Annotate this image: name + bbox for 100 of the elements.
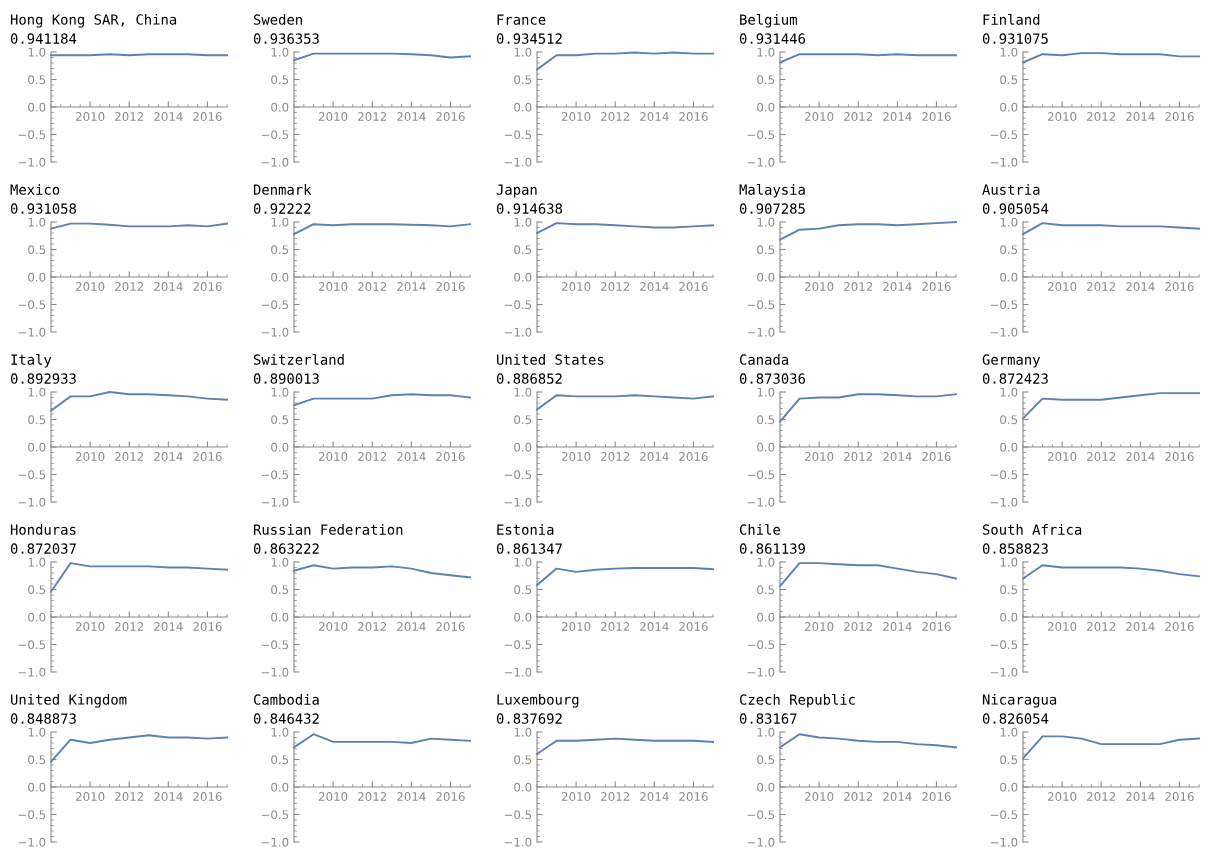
y-tick-label: −1.0 (261, 497, 289, 507)
chart-subtitle: 0.861139 (739, 543, 805, 554)
y-tick-label: −1.0 (990, 497, 1018, 507)
y-tick-label: −0.5 (990, 470, 1018, 480)
x-tick-label: 2012 (115, 792, 144, 801)
chart-title: France (497, 14, 546, 25)
y-tick-label: 1.0 (1000, 557, 1018, 567)
x-tick-label: 2014 (397, 452, 426, 461)
x-tick-label: 2014 (883, 452, 912, 461)
y-tick-label: 0.5 (1000, 755, 1018, 765)
y-tick-label: 1.0 (757, 217, 775, 227)
y-tick-label: 1.0 (1000, 727, 1018, 737)
x-tick-label: 2010 (804, 622, 834, 631)
x-tick-label: 2014 (640, 792, 669, 801)
y-tick-label: 1.0 (757, 387, 775, 397)
y-tick-label: −1.0 (990, 157, 1018, 167)
x-tick-label: 2016 (436, 112, 465, 121)
line-series (293, 733, 471, 749)
x-tick-label: 2010 (1047, 452, 1077, 461)
chart-subtitle: 0.92222 (253, 203, 311, 214)
chart-title: Switzerland (253, 354, 344, 365)
x-tick-label: 2010 (318, 622, 348, 631)
x-tick-label: 2014 (397, 282, 426, 291)
x-tick-label: 2016 (1165, 282, 1194, 291)
x-tick-label: 2012 (358, 622, 387, 631)
y-tick-label: −0.5 (504, 640, 532, 650)
x-tick-label: 2016 (679, 452, 708, 461)
chart-subtitle: 0.872423 (982, 373, 1048, 384)
chart-title: Belgium (740, 14, 797, 28)
y-tick-label: 0.5 (271, 755, 289, 765)
y-tick-label: −0.5 (18, 640, 46, 650)
x-tick-label: 2014 (397, 622, 426, 631)
y-tick-label: −1.0 (990, 667, 1018, 677)
chart-subtitle: 0.936353 (253, 33, 319, 44)
chart-subtitle: 0.848873 (10, 713, 76, 724)
chart-title: Germany (982, 354, 1040, 368)
x-tick-label: 2016 (679, 622, 708, 631)
x-tick-label: 2010 (561, 282, 591, 291)
y-tick-label: 1.0 (514, 557, 532, 567)
y-tick-label: 1.0 (271, 557, 289, 567)
chart-subtitle: 0.914638 (496, 203, 563, 214)
chart-subtitle: 0.846432 (253, 713, 319, 724)
y-tick-label: 0.5 (1000, 75, 1018, 85)
x-tick-label: 2014 (640, 112, 669, 121)
y-tick-label: 0.0 (271, 612, 289, 622)
y-tick-label: −1.0 (990, 837, 1018, 847)
y-tick-label: 1.0 (28, 217, 46, 227)
y-tick-label: −1.0 (18, 667, 46, 677)
y-tick-label: −1.0 (261, 327, 289, 337)
x-tick-label: 2014 (883, 792, 912, 801)
chart-title: Mexico (10, 184, 60, 195)
x-tick-label: 2016 (922, 282, 951, 291)
y-tick-label: −0.5 (261, 640, 289, 650)
y-tick-label: −0.5 (990, 640, 1018, 650)
y-tick-label: −0.5 (18, 470, 46, 480)
x-tick-label: 2010 (1047, 622, 1077, 631)
x-tick-label: 2010 (561, 452, 591, 461)
x-tick-label: 2010 (1047, 112, 1077, 121)
chart-title: Denmark (253, 184, 312, 195)
y-tick-label: −1.0 (504, 837, 532, 847)
y-tick-label: −0.5 (747, 300, 775, 310)
x-tick-label: 2010 (75, 792, 105, 801)
x-tick-label: 2010 (318, 282, 348, 291)
x-tick-label: 2010 (561, 792, 591, 801)
x-tick-label: 2016 (1165, 792, 1194, 801)
y-tick-label: 1.0 (1000, 47, 1018, 57)
line-series (293, 393, 471, 407)
y-tick-label: 1.0 (757, 557, 775, 567)
x-tick-label: 2016 (193, 622, 222, 631)
y-tick-label: 0.5 (514, 585, 532, 595)
chart-subtitle: 0.83167 (739, 713, 797, 724)
y-tick-label: 0.5 (1000, 245, 1018, 255)
x-tick-label: 2016 (1165, 112, 1194, 121)
x-tick-label: 2012 (601, 112, 630, 121)
y-tick-label: −1.0 (747, 667, 775, 677)
x-tick-label: 2012 (115, 112, 144, 121)
x-tick-label: 2016 (193, 452, 222, 461)
y-tick-label: −0.5 (504, 470, 532, 480)
x-tick-label: 2012 (1087, 622, 1116, 631)
line-series (779, 221, 957, 241)
line-series (536, 567, 714, 587)
y-tick-label: 0.5 (514, 755, 532, 765)
x-tick-label: 2016 (436, 622, 465, 631)
y-tick-label: 1.0 (514, 387, 532, 397)
chart-title: United Kingdom (11, 694, 127, 708)
y-tick-label: 0.0 (757, 782, 775, 792)
y-tick-label: −1.0 (504, 327, 532, 337)
x-tick-label: 2012 (115, 622, 144, 631)
x-tick-label: 2014 (883, 622, 912, 631)
line-series (536, 737, 714, 755)
x-tick-label: 2016 (193, 282, 222, 291)
y-tick-label: 1.0 (514, 217, 532, 227)
x-tick-label: 2016 (922, 452, 951, 461)
y-tick-label: −1.0 (261, 157, 289, 167)
y-tick-label: 0.5 (271, 75, 289, 85)
x-tick-label: 2016 (193, 792, 222, 801)
x-tick-label: 2016 (922, 622, 951, 631)
y-tick-label: −1.0 (18, 837, 46, 847)
y-tick-label: 1.0 (514, 727, 532, 737)
y-tick-label: 0.0 (514, 102, 532, 112)
